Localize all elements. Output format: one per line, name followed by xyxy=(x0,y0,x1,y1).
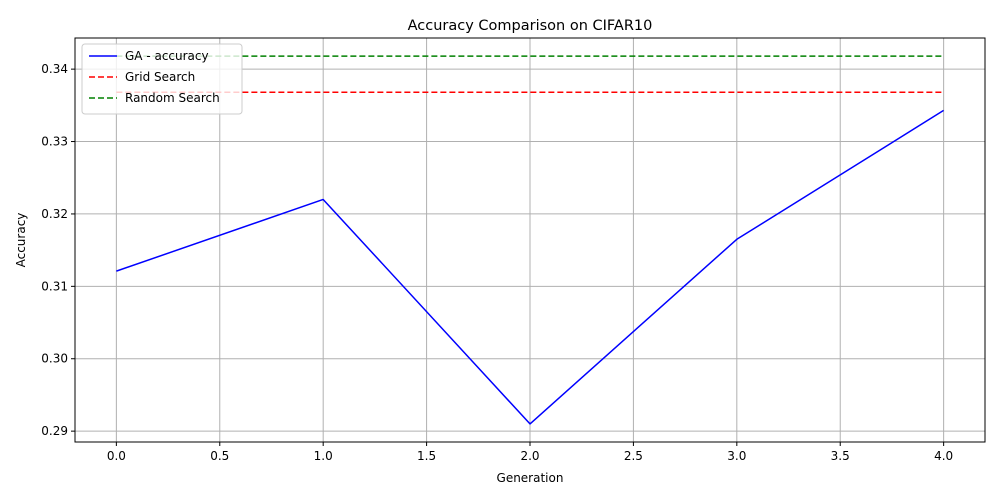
y-tick-label: 0.32 xyxy=(41,207,68,221)
y-axis-label: Accuracy xyxy=(14,213,28,268)
x-axis: 0.0 0.5 1.0 1.5 2.0 2.5 3.0 3.5 4.0 xyxy=(107,442,953,463)
y-tick-label: 0.34 xyxy=(41,62,68,76)
series-lines xyxy=(116,55,945,425)
y-tick-label: 0.33 xyxy=(41,135,68,149)
x-tick-label: 1.0 xyxy=(314,449,333,463)
x-tick-label: 4.0 xyxy=(934,449,953,463)
ga-accuracy-line xyxy=(116,109,945,425)
x-tick-label: 2.5 xyxy=(624,449,643,463)
x-tick-label: 3.0 xyxy=(727,449,746,463)
legend-box xyxy=(81,43,243,115)
y-tick-label: 0.29 xyxy=(41,424,68,438)
x-axis-label: Generation xyxy=(497,471,564,485)
y-tick-label: 0.31 xyxy=(41,279,68,293)
x-tick-label: 2.0 xyxy=(520,449,539,463)
x-tick-label: 3.5 xyxy=(831,449,850,463)
legend-label-ga-accuracy: GA - accuracy xyxy=(125,49,209,63)
x-tick-label: 0.0 xyxy=(107,449,126,463)
grid-lines xyxy=(75,38,985,442)
legend-label-grid-search: Grid Search xyxy=(125,70,195,84)
chart-title: Accuracy Comparison on CIFAR10 xyxy=(408,18,653,34)
y-axis: 0.29 0.30 0.31 0.32 0.33 0.34 xyxy=(41,62,75,438)
y-tick-label: 0.30 xyxy=(41,352,68,366)
x-tick-label: 0.5 xyxy=(210,449,229,463)
legend-label-random-search: Random Search xyxy=(125,91,220,105)
x-tick-label: 1.5 xyxy=(417,449,436,463)
legend: GA - accuracy Grid Search Random Search xyxy=(81,43,243,115)
